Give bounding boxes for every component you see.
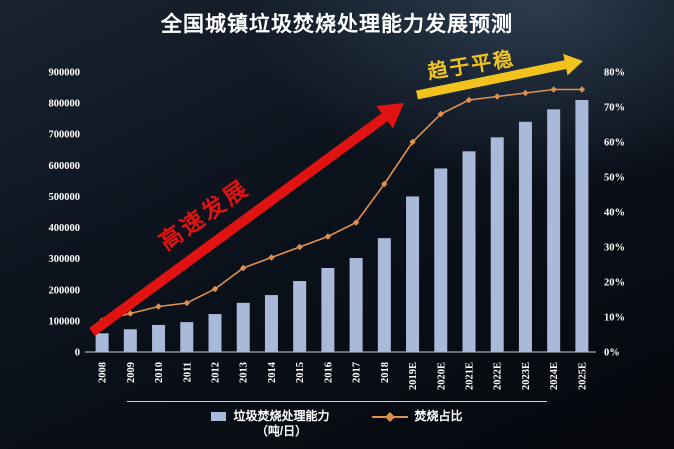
svg-text:2016: 2016 <box>323 362 334 383</box>
svg-text:300000: 300000 <box>49 254 81 265</box>
line-series <box>98 86 586 324</box>
legend-line-label: 焚烧占比 <box>414 408 463 423</box>
legend-bar-unit: （吨/日） <box>255 424 308 439</box>
legend-item-line: 焚烧占比 <box>371 408 463 425</box>
legend-item-bars: 垃圾焚烧处理能力 （吨/日） <box>211 408 330 440</box>
svg-text:0%: 0% <box>604 348 620 359</box>
rapid-growth-arrow-icon <box>89 103 404 337</box>
legend: 垃圾焚烧处理能力 （吨/日） 焚烧占比 <box>127 400 547 440</box>
svg-text:2015: 2015 <box>295 362 306 383</box>
svg-text:2023E: 2023E <box>521 362 532 390</box>
bar-swatch-icon <box>211 411 227 421</box>
svg-text:2024E: 2024E <box>549 362 560 390</box>
svg-text:0: 0 <box>75 348 80 359</box>
svg-text:80%: 80% <box>604 68 625 79</box>
svg-text:2011: 2011 <box>182 362 193 382</box>
svg-text:900000: 900000 <box>49 68 81 79</box>
svg-text:100000: 100000 <box>49 316 81 327</box>
chart-title: 全国城镇垃圾焚烧处理能力发展预测 <box>161 13 513 36</box>
svg-text:70%: 70% <box>604 103 625 114</box>
svg-text:500000: 500000 <box>49 192 81 203</box>
svg-text:2009: 2009 <box>126 362 137 383</box>
svg-text:50%: 50% <box>604 173 625 184</box>
axis-ticks: 0 100000 200000 300000 400000 500000 600000 700… <box>49 68 626 391</box>
svg-text:2021E: 2021E <box>465 362 476 390</box>
stabilizing-arrow-icon <box>416 53 583 100</box>
legend-bar-label: 垃圾焚烧处理能力 <box>233 408 330 423</box>
svg-text:400000: 400000 <box>49 223 81 234</box>
svg-text:10%: 10% <box>604 313 625 324</box>
svg-text:2010: 2010 <box>154 362 165 383</box>
svg-text:2020E: 2020E <box>436 362 447 390</box>
svg-text:2012: 2012 <box>211 362 222 383</box>
svg-text:2025E: 2025E <box>577 362 588 390</box>
svg-text:700000: 700000 <box>49 130 81 141</box>
svg-text:2013: 2013 <box>239 362 250 383</box>
svg-text:40%: 40% <box>604 208 625 219</box>
svg-text:2018: 2018 <box>380 362 391 383</box>
svg-text:800000: 800000 <box>49 99 81 110</box>
svg-text:2022E: 2022E <box>493 362 504 390</box>
svg-text:200000: 200000 <box>49 285 81 296</box>
svg-text:30%: 30% <box>604 243 625 254</box>
svg-text:2019E: 2019E <box>408 362 419 390</box>
svg-text:2014: 2014 <box>267 361 278 383</box>
combo-chart: 0 100000 200000 300000 400000 500000 600000 700… <box>49 53 626 391</box>
line-legend-marker-icon <box>371 411 408 422</box>
svg-text:600000: 600000 <box>49 161 81 172</box>
svg-text:60%: 60% <box>604 138 625 149</box>
svg-text:2017: 2017 <box>352 362 363 383</box>
diamond-icon <box>384 411 395 422</box>
svg-text:20%: 20% <box>604 278 625 289</box>
svg-text:2008: 2008 <box>98 362 109 383</box>
bars-series <box>95 100 589 353</box>
